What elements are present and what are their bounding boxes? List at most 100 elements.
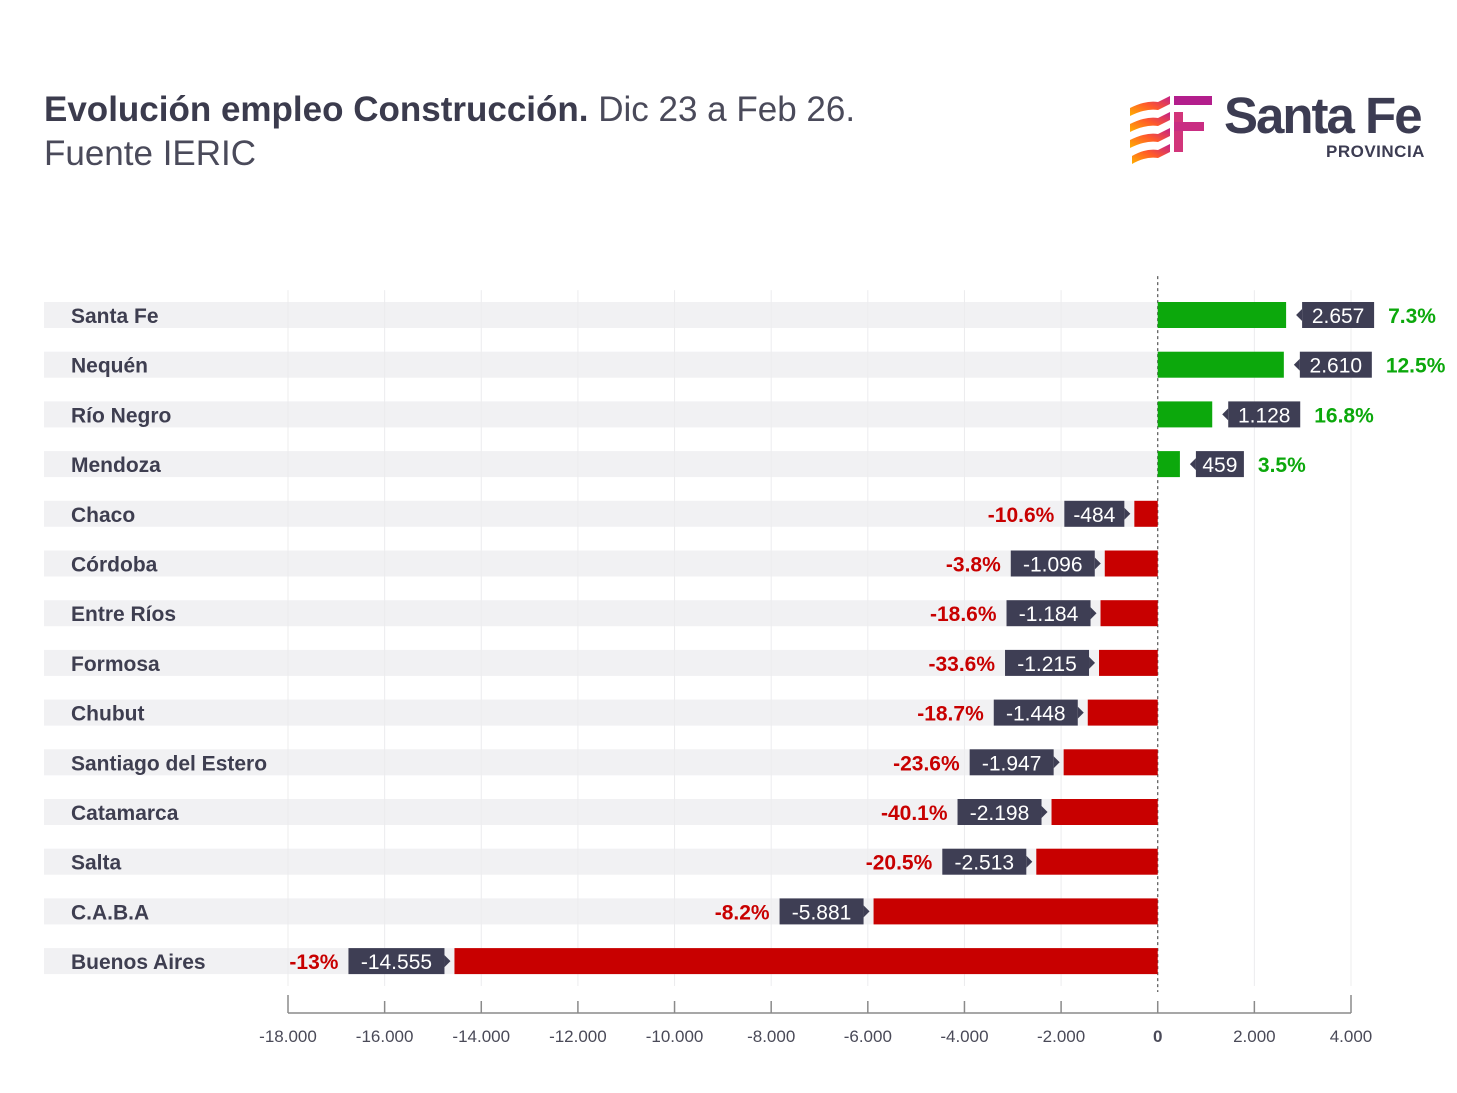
value-label: -1.096 (1023, 554, 1083, 577)
x-tick-label: 4.000 (1330, 1027, 1373, 1046)
value-tag (1064, 500, 1125, 527)
row-band (44, 401, 1158, 428)
row-band (44, 302, 1158, 328)
x-tick-label: -8.000 (747, 1027, 795, 1046)
x-tick-label: -14.000 (452, 1027, 510, 1046)
chart-source: Fuente IERIC (44, 134, 257, 173)
percent-label: -40.1% (881, 802, 948, 825)
value-tag-arrow (1124, 507, 1131, 520)
chart-title: Evolución empleo Construcción. Dic 23 a … (44, 88, 855, 132)
value-tag (1228, 401, 1301, 428)
value-tag (1005, 649, 1090, 676)
value-tag (779, 898, 864, 925)
bar (1100, 600, 1158, 627)
category-label: Buenos Aires (71, 951, 206, 974)
value-tag (1010, 550, 1095, 577)
bar (873, 898, 1158, 925)
bar (1063, 749, 1158, 776)
x-tick-label: -6.000 (844, 1027, 892, 1046)
value-tag-arrow (1041, 806, 1048, 818)
value-tag-arrow (1189, 458, 1196, 471)
percent-label: -23.6% (893, 752, 960, 775)
row-band (44, 600, 1158, 627)
row-band (44, 351, 1158, 378)
row-band (44, 699, 1158, 726)
row-band (44, 451, 1158, 478)
value-label: -484 (1073, 504, 1115, 527)
percent-label: -18.6% (930, 603, 997, 626)
category-label: Río Negro (71, 404, 171, 427)
x-tick-label: -4.000 (940, 1027, 988, 1046)
x-tick-label: -2.000 (1037, 1027, 1085, 1046)
category-label: Formosa (71, 653, 160, 676)
value-tag-arrow (1090, 607, 1097, 620)
category-label: Entre Ríos (71, 603, 176, 626)
value-tag (942, 848, 1027, 875)
santa-fe-flag-logo-icon (1130, 96, 1212, 164)
value-label: 2.610 (1310, 355, 1363, 378)
category-label: Salta (71, 852, 122, 875)
percent-label: -13% (289, 951, 338, 974)
category-label: Catamarca (71, 802, 179, 825)
x-tick-label: -10.000 (646, 1027, 704, 1046)
value-tag-arrow (1222, 408, 1229, 421)
x-tick-label: -18.000 (259, 1027, 317, 1046)
value-tag (348, 948, 445, 975)
logo-subtitle: PROVINCIA (1326, 142, 1425, 161)
x-tick-label: 2.000 (1233, 1027, 1276, 1046)
santa-fe-logo: Santa Fe PROVINCIA (1128, 87, 1438, 170)
category-label: Santa Fe (71, 305, 159, 328)
bar (1051, 799, 1158, 825)
row-band (44, 500, 1158, 527)
value-label: -2.513 (955, 852, 1015, 875)
value-tag-arrow (1077, 706, 1084, 719)
category-label: C.A.B.A (71, 901, 149, 924)
value-tag (957, 799, 1042, 825)
chart-title-bold: Evolución empleo Construcción. (44, 90, 589, 129)
bar (1134, 500, 1158, 527)
category-label: Santiago del Estero (71, 752, 267, 775)
percent-label: -20.5% (866, 852, 933, 875)
percent-label: 3.5% (1258, 454, 1306, 477)
x-tick-label: -12.000 (549, 1027, 607, 1046)
value-label: -1.448 (1006, 703, 1066, 726)
value-tag-arrow (1094, 557, 1101, 570)
value-tag-arrow (444, 955, 451, 968)
bar (1157, 401, 1213, 428)
percent-label: -3.8% (946, 554, 1001, 577)
value-tag-arrow (1053, 756, 1060, 769)
bar (1099, 649, 1158, 676)
value-label: -5.881 (792, 901, 852, 924)
percent-label: -18.7% (917, 703, 984, 726)
value-label: -2.198 (970, 802, 1030, 825)
value-tag-arrow (863, 905, 870, 918)
category-label: Chaco (71, 504, 135, 527)
category-label: Chubut (71, 703, 144, 726)
percent-label: -8.2% (715, 901, 770, 924)
value-tag-arrow (1026, 855, 1033, 868)
value-tag (1006, 600, 1091, 627)
value-tag (993, 699, 1078, 726)
chart-title-block: Evolución empleo Construcción. Dic 23 a … (44, 88, 855, 176)
value-label: 1.128 (1238, 404, 1291, 427)
value-tag-arrow (1293, 358, 1300, 371)
value-tag (1299, 351, 1372, 378)
percent-label: -10.6% (988, 504, 1055, 527)
value-label: -1.184 (1019, 603, 1079, 626)
category-label: Córdoba (71, 554, 158, 577)
chart-title-period: Dic 23 a Feb 26. (588, 90, 856, 129)
x-tick-label: -16.000 (356, 1027, 414, 1046)
bar (1087, 699, 1158, 726)
value-label: 459 (1202, 454, 1237, 477)
category-label: Nequén (71, 355, 148, 378)
percent-label: -33.6% (928, 653, 995, 676)
value-label: 2.657 (1312, 305, 1365, 328)
x-tick-label: 0 (1153, 1027, 1162, 1046)
value-tag (969, 749, 1054, 776)
percent-label: 7.3% (1388, 305, 1436, 328)
logo-wordmark: Santa Fe (1224, 87, 1423, 144)
percent-label: 16.8% (1314, 404, 1374, 427)
value-tag (1302, 302, 1375, 328)
value-label: -1.947 (982, 752, 1042, 775)
category-label: Mendoza (71, 454, 161, 477)
